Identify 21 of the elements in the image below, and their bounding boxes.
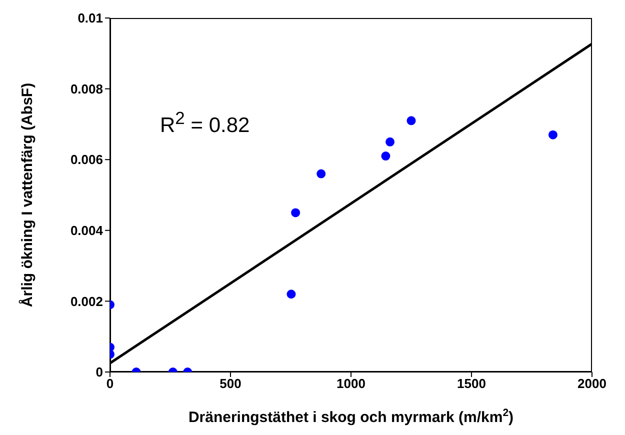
- y-tick-label: 0.002: [70, 294, 103, 309]
- y-axis-title: Årlig ökning I vattenfärg (AbsF): [18, 82, 36, 308]
- point: [286, 290, 296, 299]
- point: [291, 208, 300, 218]
- point: [548, 130, 558, 140]
- y-tick-label: 0: [96, 364, 103, 380]
- point: [386, 137, 395, 146]
- y-tick-label: 0.004: [70, 223, 104, 238]
- x-axis-title: Dräneringstäthet i skog och myrmark (m/km$^{2}$): [188, 407, 514, 426]
- x-tick-label: 1500: [457, 376, 486, 392]
- x-tick-label: 0: [106, 376, 114, 392]
- point: [316, 169, 326, 178]
- x-tick-label: 2000: [578, 376, 606, 392]
- y-tick-label: 0.006: [70, 152, 103, 168]
- y-tick-label: 0.01: [78, 10, 103, 26]
- point: [406, 116, 416, 126]
- x-tick-label: 1000: [336, 376, 366, 392]
- y-tick-label: 0.008: [70, 81, 103, 96]
- x-tick-label: 500: [220, 376, 242, 392]
- point: [381, 152, 390, 161]
- annotation: R$^{2}$ = 0.82: [160, 108, 250, 138]
